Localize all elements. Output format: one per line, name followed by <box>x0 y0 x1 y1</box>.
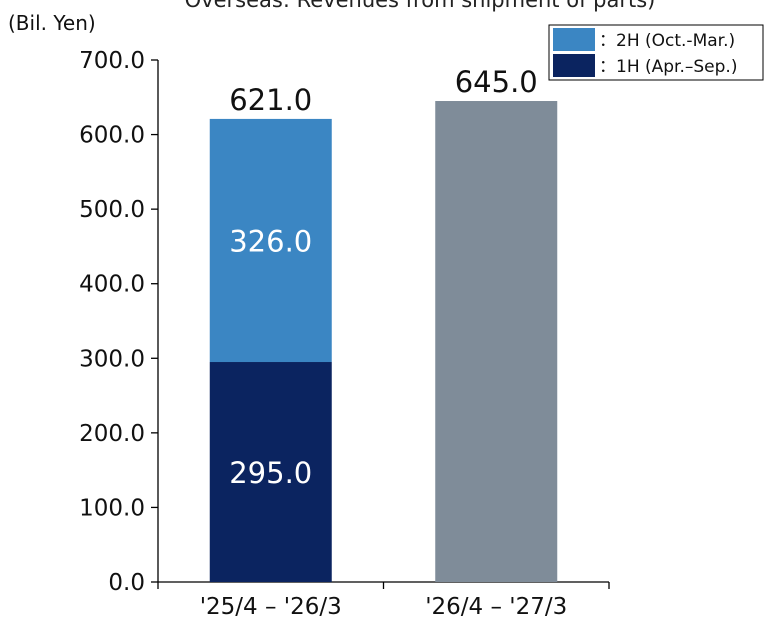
bar-segment <box>209 362 332 582</box>
x-tick-label: '25/4 – '26/3 <box>200 594 342 620</box>
legend-label-2h: ：2H (Oct.-Mar.) <box>599 31 735 51</box>
x-tick-label: '26/4 – '27/3 <box>425 594 567 620</box>
chart-title: Overseas: Revenues from shipment of part… <box>185 0 656 12</box>
y-tick-label: 200.0 <box>79 421 145 447</box>
total-value-label: 645.0 <box>455 65 538 99</box>
y-tick-label: 300.0 <box>79 346 145 372</box>
bar-segment <box>209 118 332 363</box>
legend: ：2H (Oct.-Mar.) ：1H (Apr.–Sep.) <box>548 24 764 81</box>
y-tick-label: 600.0 <box>79 123 145 149</box>
y-axis-unit-label: (Bil. Yen) <box>8 11 96 35</box>
legend-label-1h: ：1H (Apr.–Sep.) <box>599 57 737 77</box>
y-tick-label: 0.0 <box>108 570 145 596</box>
total-value-label: 621.0 <box>229 83 312 117</box>
legend-swatch-2h <box>553 28 595 51</box>
y-tick-label: 400.0 <box>79 272 145 298</box>
legend-swatch-1h <box>553 54 595 77</box>
bars: 295.0 326.0 621.0 645.0 <box>209 65 558 582</box>
y-tick-label: 100.0 <box>79 495 145 521</box>
segment-value-label: 326.0 <box>229 224 312 258</box>
bar <box>435 101 558 582</box>
segment-value-label: 295.0 <box>229 456 312 490</box>
y-tick-label: 700.0 <box>79 48 145 74</box>
y-axis: 0.0 100.0 200.0 300.0 400.0 500.0 600.0 700.0 <box>79 48 159 596</box>
y-tick-label: 500.0 <box>79 197 145 223</box>
x-axis: '25/4 – '26/3 '26/4 – '27/3 <box>157 581 610 620</box>
